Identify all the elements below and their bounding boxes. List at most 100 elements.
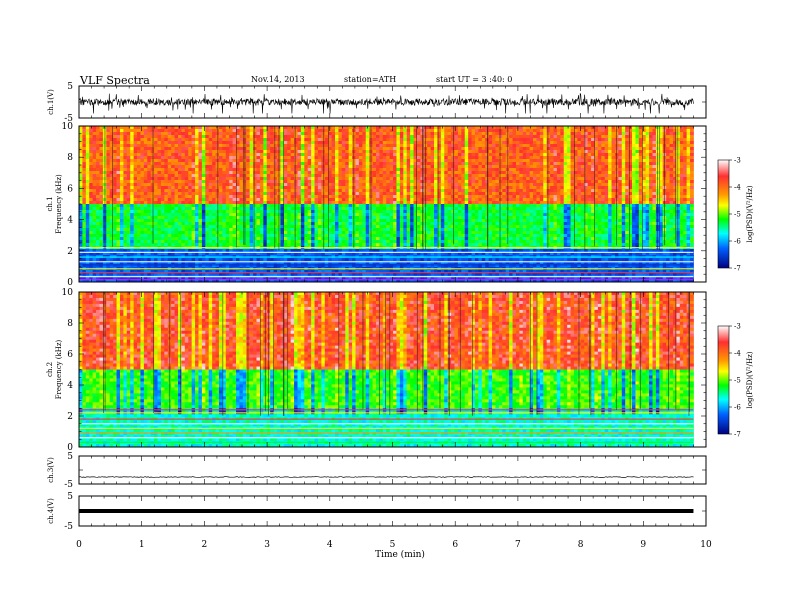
spectrogram-cell <box>294 174 298 178</box>
spectrogram-cell <box>382 165 387 169</box>
spectrogram-cell <box>300 144 305 148</box>
spectrogram-cell <box>393 171 397 175</box>
spectrogram-cell <box>604 132 609 136</box>
spectrogram-cell <box>249 132 254 136</box>
spectrogram-cell <box>331 195 336 199</box>
spectrogram-cell <box>147 147 152 151</box>
spectrogram-cell <box>573 132 578 136</box>
spectrogram-cell <box>140 132 145 136</box>
spectrogram-cell <box>270 183 274 187</box>
spectrogram-cell <box>512 192 517 196</box>
spectrogram-cell <box>317 126 322 130</box>
spectrogram-cell <box>133 129 138 133</box>
spectrogram-cell <box>393 174 397 178</box>
spectrogram-cell <box>259 204 264 208</box>
spectrogram-cell <box>171 195 175 199</box>
spectrogram-cell <box>263 180 268 184</box>
spectrogram-cell <box>195 201 199 205</box>
spectrogram-cell <box>632 138 636 142</box>
spectrogram-cell <box>406 135 411 139</box>
spectrogram-cell <box>195 132 199 136</box>
spectrogram-cell <box>106 165 111 169</box>
spectrogram-cell <box>659 201 664 205</box>
spectrogram-cell <box>601 177 606 181</box>
spectrogram-cell <box>304 198 309 202</box>
spectrogram-cell <box>154 135 158 139</box>
spectrogram-cell <box>553 147 558 151</box>
spectrogram-cell <box>560 129 565 133</box>
spectrogram-cell <box>218 132 223 136</box>
spectrogram-cell <box>328 183 333 187</box>
spectrogram-cell <box>85 144 90 148</box>
spectrogram-cell <box>625 126 629 130</box>
spectrogram-cell <box>150 186 155 190</box>
spectrogram-cell <box>533 132 537 136</box>
spectrogram-cell <box>280 162 285 166</box>
spectrogram-cell <box>584 189 589 193</box>
spectrogram-cell <box>679 186 684 190</box>
spectrogram-cell <box>212 156 216 160</box>
spectrogram-cell <box>396 126 401 130</box>
spectrogram-cell <box>181 186 186 190</box>
spectrogram-cell <box>160 165 165 169</box>
spectrogram-cell <box>474 147 479 151</box>
spectrogram-cell <box>126 186 131 190</box>
spectrogram-cell <box>137 132 141 136</box>
spectrogram-cell <box>556 138 561 142</box>
spectrogram-cell <box>509 180 513 184</box>
spectrogram-cell <box>403 204 408 208</box>
spectrogram-cell <box>249 153 254 157</box>
spectrogram-cell <box>188 135 193 139</box>
spectrogram-cell <box>178 177 182 181</box>
spectrogram-cell <box>635 150 640 154</box>
spectrogram-cell <box>642 183 647 187</box>
spectrogram-cell <box>119 177 124 181</box>
spectrogram-cell <box>123 201 128 205</box>
spectrogram-cell <box>495 204 500 208</box>
spectrogram-cell <box>488 168 493 172</box>
spectrogram-cell <box>526 180 530 184</box>
spectrogram-cell <box>92 189 97 193</box>
spectrogram-cell <box>171 153 175 157</box>
spectrogram-cell <box>229 135 234 139</box>
spectrogram-cell <box>246 168 251 172</box>
spectrogram-cell <box>123 147 128 151</box>
spectrogram-cell <box>266 195 271 199</box>
spectrogram-cell <box>672 183 677 187</box>
spectrogram-cell <box>249 156 254 160</box>
spectrogram-cell <box>509 168 513 172</box>
spectrogram-cell <box>676 192 681 196</box>
spectrogram-cell <box>679 171 684 175</box>
spectrogram-cell <box>321 159 326 163</box>
spectrogram-cell <box>649 174 653 178</box>
spectrogram-cell <box>253 132 257 136</box>
spectrogram-cell <box>314 162 319 166</box>
spectrogram-cell <box>283 141 288 145</box>
spectrogram-cell <box>341 165 346 169</box>
spectrogram-cell <box>382 129 387 133</box>
spectrogram-cell <box>676 165 681 169</box>
spectrogram-cell <box>451 171 455 175</box>
spectrogram-cell <box>379 183 384 187</box>
spectrogram-cell <box>635 138 640 142</box>
spectrogram-cell <box>215 147 220 151</box>
spectrogram-cell <box>229 174 234 178</box>
spectrogram-cell <box>461 189 466 193</box>
spectrogram-cell <box>471 150 476 154</box>
spectrogram-cell <box>632 126 636 130</box>
spectrogram-cell <box>184 126 189 130</box>
spectrogram-cell <box>686 192 691 196</box>
spectrogram-cell <box>379 138 384 142</box>
spectrogram-cell <box>584 162 589 166</box>
spectrogram-cell <box>625 150 629 154</box>
spectrogram-cell <box>331 156 336 160</box>
spectrogram-cell <box>218 192 223 196</box>
spectrogram-cell <box>249 165 254 169</box>
spectrogram-cell <box>608 135 612 139</box>
spectrogram-cell <box>659 183 664 187</box>
spectrogram-cell <box>652 162 657 166</box>
spectrogram-cell <box>157 141 162 145</box>
spectrogram-cell <box>601 201 606 205</box>
spectrogram-cell <box>434 192 438 196</box>
spectrogram-cell <box>307 141 312 145</box>
